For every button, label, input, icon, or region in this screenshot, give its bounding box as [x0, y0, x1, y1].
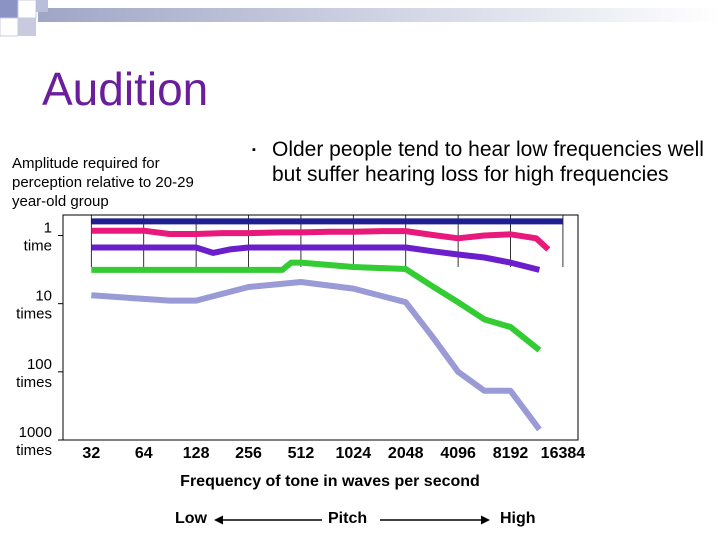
- y-tick-label: 1 time: [24, 220, 52, 255]
- x-tick-label: 2048: [388, 445, 424, 462]
- series-line-4: [91, 259, 542, 353]
- pitch-low-label: Low: [175, 510, 207, 527]
- x-tick-label: 128: [183, 445, 210, 462]
- slide-title: Audition: [42, 63, 209, 115]
- x-tick-label: 64: [135, 445, 153, 462]
- pitch-label: Pitch: [328, 510, 368, 527]
- x-tick-label: 32: [82, 445, 100, 462]
- arrow-left-icon: [214, 515, 322, 525]
- plot-area: [62, 214, 579, 441]
- bullet-square-icon: ▪: [252, 144, 256, 156]
- x-axis-title: Frequency of tone in waves per second: [180, 473, 480, 490]
- x-tick-label: 16384: [541, 445, 586, 462]
- arrow-right-icon: [380, 515, 490, 525]
- series-line-2: [91, 227, 551, 252]
- y-tick-label: 10 times: [16, 288, 52, 323]
- x-tick-label: 1024: [336, 445, 372, 462]
- x-tick-label: 512: [288, 445, 315, 462]
- series-line-5: [91, 279, 542, 432]
- pitch-high-label: High: [500, 510, 536, 527]
- x-tick-label: 4096: [440, 445, 476, 462]
- x-tick-label: 256: [235, 445, 262, 462]
- y-tick-label: 1000 times: [16, 424, 52, 459]
- bullet-text: Older people tend to hear low frequencie…: [272, 138, 704, 186]
- header-decoration: [0, 0, 720, 37]
- series-line-3: [91, 244, 541, 273]
- y-axis-description: Amplitude required for perception relati…: [12, 155, 194, 210]
- x-tick-label: 8192: [493, 445, 529, 462]
- y-tick-label: 100 times: [16, 356, 52, 391]
